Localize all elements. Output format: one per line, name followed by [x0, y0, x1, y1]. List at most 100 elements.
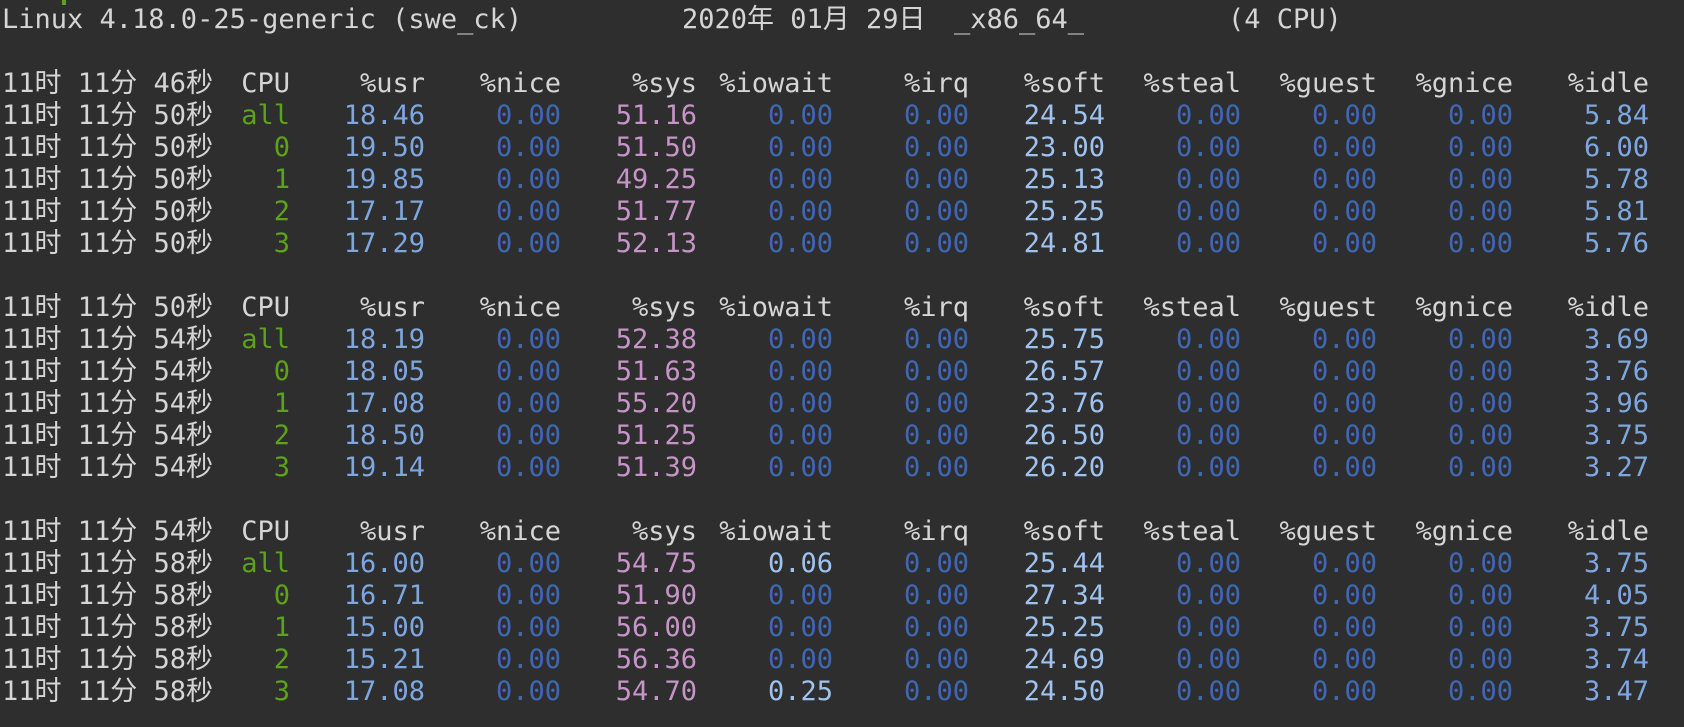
cell-sys: 52.13 [615, 228, 697, 259]
column-header-soft: %soft [1023, 292, 1105, 323]
cell-cpu: 0 [273, 580, 290, 611]
table-row: 11时 11分 54秒 1 17.08 0.00 55.20 0.00 0.00 23.76 0… [0, 388, 1684, 420]
table-row: 11时 11分 58秒 2 15.21 0.00 56.36 0.00 0.00 24.69 0… [0, 644, 1684, 676]
cell-idle: 5.76 [1583, 228, 1649, 259]
cell-steal: 0.00 [1175, 644, 1241, 675]
cell-cpu: 3 [273, 228, 290, 259]
cell-idle: 3.75 [1583, 612, 1649, 643]
cell-iowait: 0.00 [767, 100, 833, 131]
cell-idle: 3.69 [1583, 324, 1649, 355]
column-header-guest: %guest [1279, 68, 1377, 99]
cell-gnice: 0.00 [1447, 324, 1513, 355]
column-header-nice: %nice [479, 292, 561, 323]
cell-nice: 0.00 [495, 164, 561, 195]
cell-nice: 0.00 [495, 196, 561, 227]
cell-nice: 0.00 [495, 324, 561, 355]
column-header-iowait: %iowait [719, 68, 833, 99]
cell-soft: 25.13 [1023, 164, 1105, 195]
cell-guest: 0.00 [1311, 356, 1377, 387]
cell-idle: 3.96 [1583, 388, 1649, 419]
row-timestamp: 11时 11分 54秒 [2, 324, 214, 355]
stats-block-2: 11时 11分 50秒 CPU %usr %nice %sys %iowait %irq %s… [0, 292, 1684, 484]
cell-gnice: 0.00 [1447, 420, 1513, 451]
system-info-line: Linux 4.18.0-25-generic (swe_ck) 2020年 0… [2, 4, 1682, 36]
cell-usr: 15.00 [343, 612, 425, 643]
cell-cpu: 2 [273, 644, 290, 675]
cell-cpu: 3 [273, 452, 290, 483]
cell-guest: 0.00 [1311, 324, 1377, 355]
row-timestamp: 11时 11分 58秒 [2, 548, 214, 579]
cell-irq: 0.00 [903, 580, 969, 611]
cell-sys: 51.77 [615, 196, 697, 227]
cell-nice: 0.00 [495, 356, 561, 387]
cell-soft: 24.50 [1023, 676, 1105, 707]
cell-irq: 0.00 [903, 100, 969, 131]
cell-guest: 0.00 [1311, 612, 1377, 643]
row-timestamp: 11时 11分 50秒 [2, 164, 214, 195]
cell-iowait: 0.25 [767, 676, 833, 707]
cell-steal: 0.00 [1175, 164, 1241, 195]
column-header-sys: %sys [631, 68, 697, 99]
cell-sys: 51.63 [615, 356, 697, 387]
column-header-steal: %steal [1143, 292, 1241, 323]
cell-iowait: 0.00 [767, 196, 833, 227]
cell-cpu: 2 [273, 420, 290, 451]
header-timestamp: 11时 11分 54秒 [2, 516, 214, 547]
table-row: 11时 11分 54秒 0 18.05 0.00 51.63 0.00 0.00 26.57 0… [0, 356, 1684, 388]
cell-usr: 17.29 [343, 228, 425, 259]
column-header-nice: %nice [479, 516, 561, 547]
cell-iowait: 0.00 [767, 324, 833, 355]
column-header-usr: %usr [359, 68, 425, 99]
cell-steal: 0.00 [1175, 388, 1241, 419]
cell-gnice: 0.00 [1447, 356, 1513, 387]
cell-iowait: 0.00 [767, 452, 833, 483]
table-row: 11时 11分 58秒 0 16.71 0.00 51.90 0.00 0.00 27.34 0… [0, 580, 1684, 612]
column-header-cpu: CPU [241, 68, 290, 99]
table-row: 11时 11分 54秒 all 18.19 0.00 52.38 0.00 0.00 25.7… [0, 324, 1684, 356]
cell-guest: 0.00 [1311, 644, 1377, 675]
cell-guest: 0.00 [1311, 548, 1377, 579]
cell-usr: 16.00 [343, 548, 425, 579]
cell-usr: 18.05 [343, 356, 425, 387]
cell-gnice: 0.00 [1447, 676, 1513, 707]
cell-usr: 19.85 [343, 164, 425, 195]
cell-cpu: all [241, 324, 290, 355]
row-timestamp: 11时 11分 54秒 [2, 452, 214, 483]
cell-idle: 3.27 [1583, 452, 1649, 483]
column-header-sys: %sys [631, 516, 697, 547]
column-header-gnice: %gnice [1415, 292, 1513, 323]
cell-soft: 25.25 [1023, 612, 1105, 643]
column-header-irq: %irq [903, 68, 969, 99]
cell-idle: 4.05 [1583, 580, 1649, 611]
cell-idle: 6.00 [1583, 132, 1649, 163]
table-row: 11时 11分 50秒 0 19.50 0.00 51.50 0.00 0.00 23.00 0… [0, 132, 1684, 164]
row-timestamp: 11时 11分 54秒 [2, 356, 214, 387]
cell-gnice: 0.00 [1447, 132, 1513, 163]
cell-gnice: 0.00 [1447, 644, 1513, 675]
column-header-steal: %steal [1143, 68, 1241, 99]
cell-soft: 25.44 [1023, 548, 1105, 579]
column-header-row: 11时 11分 50秒 CPU %usr %nice %sys %iowait %irq %s… [0, 292, 1684, 324]
cell-soft: 24.69 [1023, 644, 1105, 675]
cell-nice: 0.00 [495, 420, 561, 451]
column-header-usr: %usr [359, 292, 425, 323]
column-header-nice: %nice [479, 68, 561, 99]
cell-iowait: 0.06 [767, 548, 833, 579]
cell-irq: 0.00 [903, 388, 969, 419]
table-row: 11时 11分 50秒 2 17.17 0.00 51.77 0.00 0.00 25.25 0… [0, 196, 1684, 228]
cell-sys: 54.70 [615, 676, 697, 707]
cell-gnice: 0.00 [1447, 228, 1513, 259]
cell-irq: 0.00 [903, 452, 969, 483]
cell-soft: 26.50 [1023, 420, 1105, 451]
cell-soft: 26.57 [1023, 356, 1105, 387]
column-header-guest: %guest [1279, 516, 1377, 547]
cell-cpu: 1 [273, 164, 290, 195]
cell-soft: 26.20 [1023, 452, 1105, 483]
cell-soft: 27.34 [1023, 580, 1105, 611]
table-row: 11时 11分 58秒 3 17.08 0.00 54.70 0.25 0.00 24.50 0… [0, 676, 1684, 708]
row-timestamp: 11时 11分 58秒 [2, 644, 214, 675]
cell-irq: 0.00 [903, 612, 969, 643]
row-timestamp: 11时 11分 54秒 [2, 420, 214, 451]
cursor-tip [62, 0, 66, 5]
